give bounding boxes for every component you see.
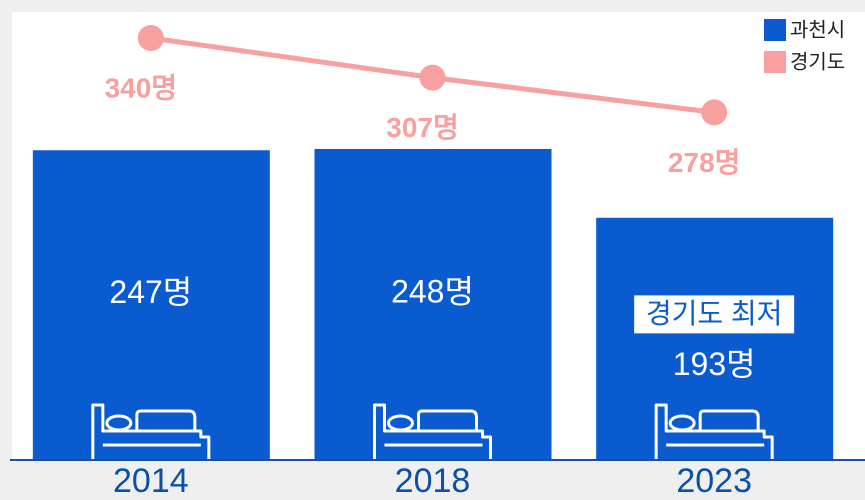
x-tick-label: 2023 bbox=[676, 462, 752, 500]
line-value-label: 340명 bbox=[105, 72, 177, 103]
line-point bbox=[701, 99, 728, 126]
bed-blanket bbox=[135, 409, 197, 431]
legend-label: 과천시 bbox=[790, 18, 845, 41]
bed-icon bbox=[654, 403, 774, 459]
bed-icon bbox=[373, 403, 492, 459]
line-point bbox=[137, 25, 164, 51]
bed-frame bbox=[91, 403, 211, 459]
legend-swatch bbox=[764, 51, 786, 73]
line-value-label: 278명 bbox=[668, 147, 740, 178]
bar bbox=[596, 217, 834, 459]
bar-value-label: 248명 bbox=[391, 273, 474, 309]
line-value-label: 307명 bbox=[386, 112, 458, 143]
bed-blanket bbox=[417, 409, 478, 431]
bed-frame bbox=[373, 403, 492, 459]
bed-pillow bbox=[105, 414, 133, 432]
bar bbox=[32, 150, 270, 459]
legend-swatch bbox=[764, 19, 786, 41]
bed-frame bbox=[654, 403, 774, 459]
annotation: 경기도 최저 bbox=[646, 298, 783, 329]
bed-blanket bbox=[698, 409, 760, 431]
annotation-box bbox=[634, 295, 795, 334]
line-point bbox=[419, 64, 446, 91]
bed-pillow bbox=[668, 414, 696, 432]
bar-value-label: 247명 bbox=[109, 274, 192, 310]
bar bbox=[314, 149, 552, 459]
bed-icon bbox=[91, 403, 211, 459]
bar-value-label: 193명 bbox=[673, 346, 756, 382]
bed-pillow bbox=[387, 414, 414, 432]
legend-label: 경기도 bbox=[790, 50, 845, 73]
x-tick-label: 2018 bbox=[395, 462, 471, 500]
x-tick-label: 2014 bbox=[113, 462, 189, 500]
